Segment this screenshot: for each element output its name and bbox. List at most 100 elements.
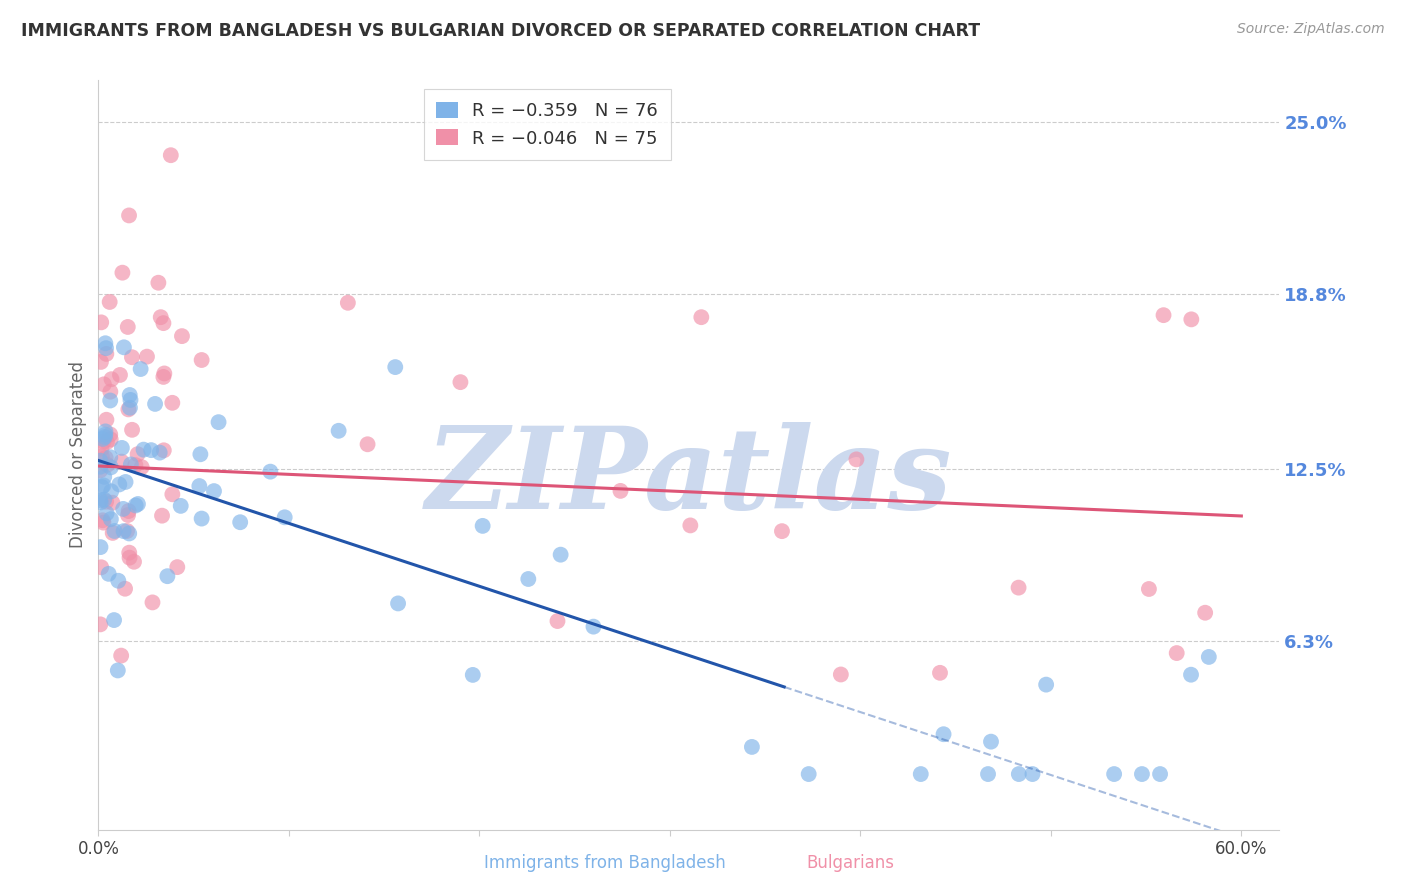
Point [741, 739, 763, 754]
Point [690, 310, 713, 325]
Point [156, 569, 179, 583]
Point [118, 550, 141, 565]
Point [845, 452, 868, 467]
Point [932, 727, 955, 741]
Point [100, 484, 122, 499]
Point [190, 511, 212, 525]
Point [1198, 649, 1220, 664]
Legend: R = −0.359   N = 76, R = −0.046   N = 75: R = −0.359 N = 76, R = −0.046 N = 75 [423, 89, 671, 161]
Point [152, 316, 174, 330]
Point [112, 524, 135, 538]
Point [107, 574, 129, 588]
Point [100, 460, 122, 475]
Point [96, 413, 118, 427]
Point [89, 617, 111, 632]
Point [103, 613, 125, 627]
Point [679, 518, 702, 533]
Point [229, 515, 252, 529]
Point [118, 388, 141, 402]
Point [101, 496, 124, 510]
Point [132, 442, 155, 457]
Point [110, 648, 132, 663]
Point [118, 526, 141, 541]
Point [117, 320, 139, 334]
Point [449, 375, 471, 389]
Point [336, 295, 359, 310]
Point [107, 664, 129, 678]
Point [90, 315, 112, 329]
Point [1166, 646, 1188, 660]
Point [148, 276, 170, 290]
Text: Source: ZipAtlas.com: Source: ZipAtlas.com [1237, 22, 1385, 37]
Point [111, 266, 134, 280]
Point [910, 767, 932, 781]
Point [609, 483, 631, 498]
Point [582, 620, 605, 634]
Point [94, 336, 117, 351]
Point [1153, 308, 1175, 322]
Point [190, 353, 212, 368]
Point [1035, 678, 1057, 692]
Point [98, 384, 121, 399]
Point [129, 362, 152, 376]
Point [1137, 582, 1160, 596]
Point [153, 443, 176, 458]
Point [387, 596, 409, 610]
Point [188, 479, 211, 493]
Point [111, 441, 134, 455]
Point [93, 478, 115, 492]
Point [141, 443, 163, 458]
Point [89, 453, 111, 467]
Point [517, 572, 540, 586]
Point [98, 393, 121, 408]
Point [96, 435, 118, 450]
Point [141, 595, 163, 609]
Point [91, 480, 114, 494]
Point [98, 295, 121, 310]
Point [384, 360, 406, 375]
Point [797, 767, 820, 781]
Point [90, 450, 112, 464]
Point [356, 437, 378, 451]
Point [170, 499, 193, 513]
Point [121, 423, 143, 437]
Point [143, 397, 166, 411]
Point [108, 477, 131, 491]
Point [98, 427, 121, 442]
Point [202, 484, 225, 499]
Point [110, 455, 132, 469]
Point [471, 519, 494, 533]
Point [96, 347, 118, 361]
Point [98, 450, 121, 465]
Point [770, 524, 793, 538]
Point [120, 392, 142, 407]
Point [94, 450, 117, 465]
Point [1180, 667, 1202, 681]
Point [1008, 767, 1031, 781]
Point [170, 329, 193, 343]
Point [153, 367, 176, 381]
Point [100, 512, 122, 526]
Point [122, 555, 145, 569]
Point [97, 566, 120, 581]
Point [1130, 767, 1153, 781]
Point [90, 560, 112, 574]
Point [100, 372, 122, 386]
Point [100, 433, 122, 447]
Point [90, 355, 112, 369]
Point [159, 148, 181, 162]
Point [93, 470, 115, 484]
Text: IMMIGRANTS FROM BANGLADESH VS BULGARIAN DIVORCED OR SEPARATED CORRELATION CHART: IMMIGRANTS FROM BANGLADESH VS BULGARIAN … [21, 22, 980, 40]
Point [149, 445, 172, 459]
Point [980, 734, 1002, 748]
Point [114, 475, 136, 489]
Point [90, 495, 112, 509]
Point [112, 340, 135, 354]
Point [121, 350, 143, 364]
Point [96, 494, 118, 508]
Point [152, 370, 174, 384]
Point [94, 427, 117, 442]
Point [89, 540, 111, 554]
Point [461, 668, 484, 682]
Point [117, 402, 139, 417]
